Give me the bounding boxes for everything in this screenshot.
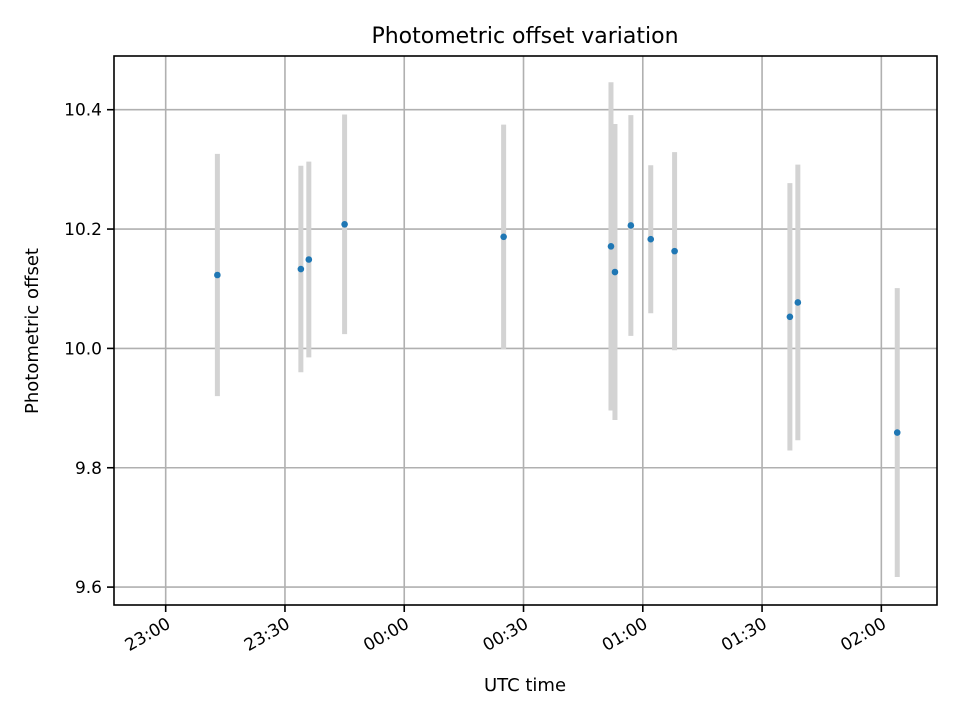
y-tick-label: 9.6 [75,578,102,598]
x-axis-ticks: 23:00 23:30 00:00 00:30 01:00 01:30 02:00 [122,605,890,656]
data-point [607,243,615,250]
data-point [794,299,802,306]
x-tick-label: 01:30 [718,614,770,656]
y-tick-label: 10.0 [64,339,102,359]
x-tick-label: 23:00 [122,614,174,656]
y-axis-label: Photometric offset [22,248,43,414]
chart-title: Photometric offset variation [371,24,678,49]
data-point [671,247,678,255]
y-tick-label: 10.4 [64,101,102,121]
x-tick-label: 02:00 [837,614,889,656]
data-point [341,220,348,228]
data-point [786,313,794,321]
x-tick-label: 00:30 [480,614,532,656]
plot-frame [113,55,938,606]
error-bars [214,82,900,577]
x-tick-label: 00:00 [360,614,412,656]
x-tick-label: 23:30 [241,614,293,656]
data-point [893,429,901,436]
data-point [214,271,221,279]
data-point [297,265,305,273]
data-point [305,256,313,263]
y-tick-label: 9.8 [75,459,102,479]
data-point [611,268,619,276]
data-point [500,233,507,241]
x-axis-label: UTC time [484,675,566,696]
data-point [647,235,655,243]
grid [114,56,937,605]
data-point [627,222,635,229]
y-tick-label: 10.2 [64,220,102,240]
x-tick-label: 01:00 [599,614,651,656]
y-axis-ticks: 9.6 9.8 10.0 10.2 10.4 [64,101,114,598]
data-points [214,220,901,436]
